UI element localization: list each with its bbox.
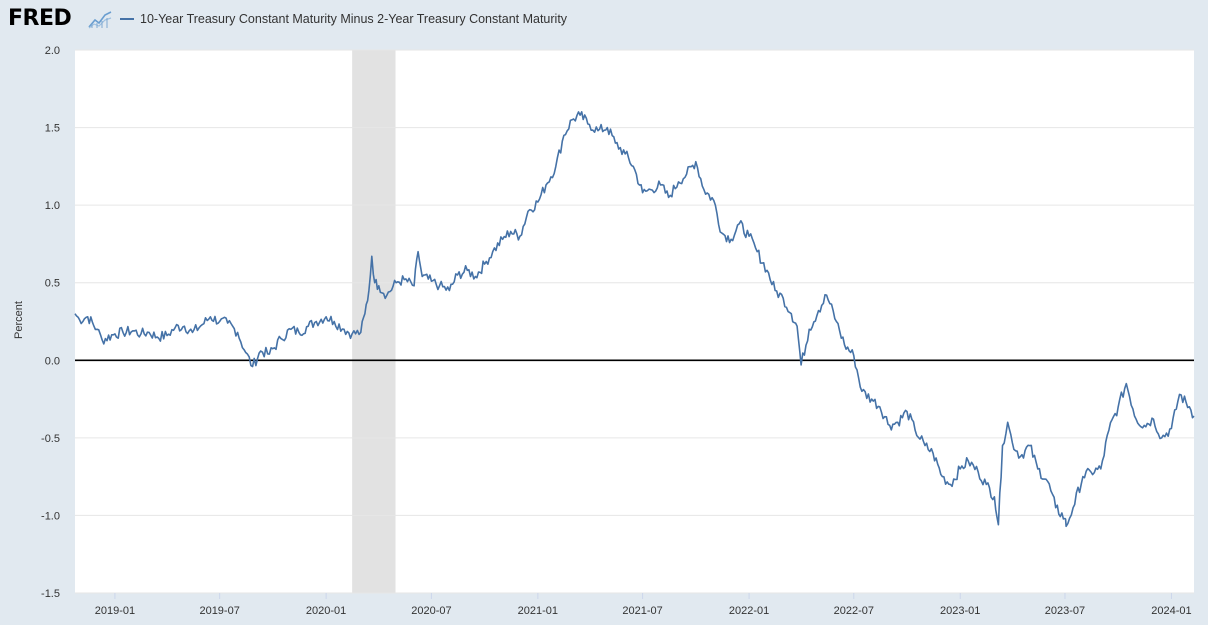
- x-tick-label: 2020-07: [411, 605, 451, 617]
- recession-bands: [352, 50, 396, 593]
- legend-label: 10-Year Treasury Constant Maturity Minus…: [140, 12, 568, 26]
- y-tick-label: -1.5: [41, 588, 60, 600]
- fred-logo[interactable]: FRED: [8, 6, 72, 31]
- x-tick-label: 2023-01: [940, 605, 980, 617]
- plot-area: [75, 50, 1194, 593]
- x-tick-label: 2019-07: [199, 605, 239, 617]
- x-tick-label: 2021-07: [622, 605, 662, 617]
- y-tick-label: 1.5: [45, 123, 60, 135]
- x-tick-label: 2021-01: [518, 605, 558, 617]
- y-tick-label: -1.0: [41, 510, 60, 522]
- y-tick-label: 0.5: [45, 278, 60, 290]
- fred-graph-icon: [88, 9, 112, 29]
- y-tick-label: 1.0: [45, 200, 60, 212]
- legend[interactable]: 10-Year Treasury Constant Maturity Minus…: [120, 12, 567, 26]
- y-axis-title: Percent: [13, 301, 25, 339]
- x-tick-label: 2020-01: [306, 605, 346, 617]
- series-line[interactable]: [74, 111, 1195, 528]
- x-tick-label: 2022-07: [834, 605, 874, 617]
- x-tick-label: 2019-01: [95, 605, 135, 617]
- x-tick-label: 2024-01: [1151, 605, 1191, 617]
- x-tick-label: 2022-01: [729, 605, 769, 617]
- x-axis-ticks: 2019-01 2019-07 2020-01 2020-07 2021-01 2021-…: [95, 593, 1192, 617]
- y-tick-label: 0.0: [45, 355, 60, 367]
- recession-band: [352, 50, 396, 593]
- chart-header: FRED 10-Year Treasury Constant Maturity …: [0, 0, 1208, 40]
- y-tick-label: -0.5: [41, 433, 60, 445]
- y-axis-ticks: 2.0 1.5 1.0 0.5 0.0 -0.5 -1.0 -1.5: [41, 45, 60, 600]
- legend-swatch: [120, 18, 134, 20]
- y-tick-label: 2.0: [45, 45, 60, 57]
- x-tick-label: 2023-07: [1045, 605, 1085, 617]
